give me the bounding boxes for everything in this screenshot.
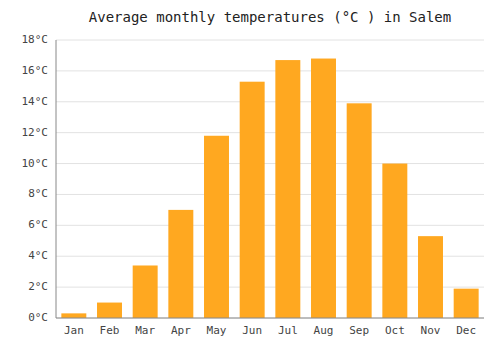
bar — [204, 136, 229, 318]
y-tick-label: 8°C — [28, 187, 48, 200]
bar — [275, 60, 300, 318]
grid-line — [56, 40, 484, 41]
x-tick-label: Jun — [242, 324, 262, 337]
bar — [311, 59, 336, 318]
bar — [347, 103, 372, 318]
grid-line — [56, 70, 484, 71]
chart-container: 0°C 2°C 4°C 6°C 8°C 10°C 12°C 14°C 16°C 18°C Jan Fe… — [0, 0, 500, 350]
bar — [133, 265, 158, 318]
bar — [240, 82, 265, 318]
x-tick-label: Mar — [135, 324, 155, 337]
grid-line — [56, 194, 484, 195]
y-axis-line — [56, 40, 57, 318]
x-tick-label: May — [207, 324, 227, 337]
x-tick-label: Jan — [64, 324, 84, 337]
y-axis: 0°C 2°C 4°C 6°C 8°C 10°C 12°C 14°C 16°C 18°C — [22, 33, 49, 324]
grid-line — [56, 225, 484, 226]
x-tick-label: Apr — [171, 324, 191, 337]
y-tick-label: 0°C — [28, 311, 48, 324]
grid-line — [56, 318, 484, 319]
bar — [454, 289, 479, 318]
x-tick-label: Aug — [314, 324, 334, 337]
chart: 0°C 2°C 4°C 6°C 8°C 10°C 12°C 14°C 16°C 18°C Jan Fe… — [0, 0, 500, 350]
bar — [382, 164, 407, 318]
grid-line — [56, 163, 484, 164]
bar — [61, 313, 86, 318]
grid — [56, 40, 484, 318]
x-tick-label: Nov — [421, 324, 441, 337]
bar — [418, 236, 443, 318]
bar — [97, 303, 122, 318]
x-tick-label: Oct — [385, 324, 405, 337]
title: Average monthly temperatures (°C ) in Sa… — [89, 9, 451, 25]
y-tick-label: 10°C — [22, 157, 49, 170]
x-tick-label: Jul — [278, 324, 298, 337]
y-tick-label: 16°C — [22, 64, 49, 77]
x-tick-label: Dec — [456, 324, 476, 337]
y-tick-label: 2°C — [28, 280, 48, 293]
grid-line — [56, 101, 484, 102]
x-tick-label: Sep — [349, 324, 369, 337]
grid-line — [56, 132, 484, 133]
y-tick-label: 18°C — [22, 33, 49, 46]
y-tick-label: 4°C — [28, 249, 48, 262]
x-axis: Jan Feb Mar Apr May Jun Jul Aug Sep Oct Nov Dec — [64, 324, 476, 337]
x-tick-label: Feb — [100, 324, 120, 337]
x-axis-line — [56, 318, 484, 319]
y-tick-label: 14°C — [22, 95, 49, 108]
bar — [168, 210, 193, 318]
y-tick-label: 6°C — [28, 218, 48, 231]
y-tick-label: 12°C — [22, 126, 49, 139]
bars — [61, 59, 478, 318]
